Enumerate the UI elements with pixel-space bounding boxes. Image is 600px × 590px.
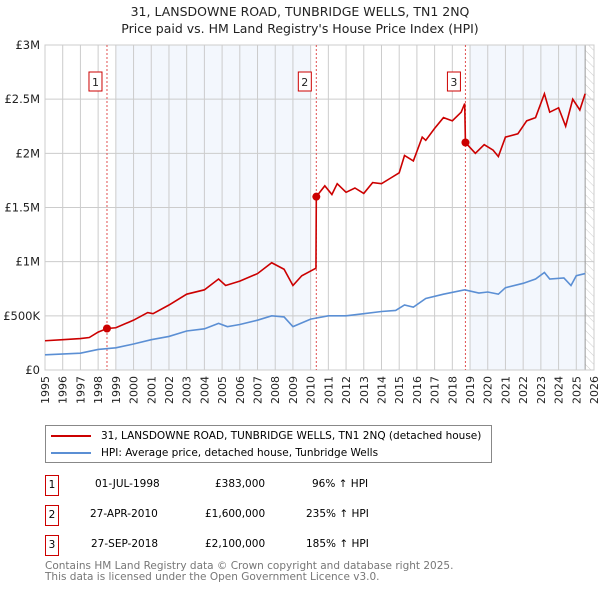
x-tick-label: 2020 [482, 376, 495, 404]
price-line [44, 91, 586, 342]
x-tick-label: 2017 [429, 376, 442, 404]
x-tick-label: 2015 [393, 376, 406, 404]
sale-marker-badge: 3 [45, 535, 59, 556]
x-tick-label: 2022 [517, 376, 530, 404]
sale-label-number: 3 [450, 76, 457, 89]
legend-label: HPI: Average price, detached house, Tunb… [101, 447, 379, 459]
x-tick-label: 2004 [198, 376, 211, 404]
sale-date: 01-JUL-1998 [95, 478, 160, 490]
x-tick-label: 2023 [535, 376, 548, 404]
x-tick-label: 2002 [163, 376, 176, 404]
sale-date: 27-APR-2010 [90, 508, 158, 520]
sale-marker-badge: 1 [45, 475, 59, 496]
x-tick-label: 2012 [340, 376, 353, 404]
x-tick-label: 2018 [446, 376, 459, 404]
x-tick-label: 1998 [92, 376, 105, 404]
footer-licence: This data is licensed under the Open Gov… [45, 571, 380, 583]
sale-hpi: 235% ↑ HPI [306, 508, 369, 520]
sale-point [461, 138, 470, 147]
x-tick-label: 2007 [252, 376, 265, 404]
plot-border [44, 44, 595, 371]
x-tick-label: 2016 [411, 376, 424, 404]
plot-area: 1995 1996 1997 1998 1999 2000 2001 2002 2003 2004… [3, 38, 600, 404]
x-tick-label: 2006 [234, 376, 247, 404]
x-tick-label: 2019 [464, 376, 477, 404]
y-tick-label: £1M [15, 255, 40, 269]
sale-price: £2,100,000 [205, 538, 266, 550]
legend-swatch-red [51, 435, 91, 437]
x-tick-label: 2025 [570, 376, 583, 404]
x-tick-label: 2010 [305, 376, 318, 404]
legend-swatch-blue [51, 452, 91, 454]
sale-hpi: 185% ↑ HPI [306, 538, 369, 550]
y-tick-label: £2M [15, 146, 40, 160]
sale-label-border [88, 71, 103, 92]
sale-label-box: 2 [297, 71, 312, 92]
sale-label-number: 2 [301, 76, 308, 89]
sale-label-border [446, 71, 461, 92]
legend-item-property: 31, LANSDOWNE ROAD, TUNBRIDGE WELLS, TN1… [51, 428, 481, 444]
x-tick-label: 2026 [588, 376, 600, 404]
x-tick-label: 2008 [269, 376, 282, 404]
x-tick-label: 2001 [145, 376, 158, 404]
chart-title: 31, LANSDOWNE ROAD, TUNBRIDGE WELLS, TN1… [130, 4, 470, 19]
footer: Contains HM Land Registry data © Crown c… [45, 561, 453, 583]
footer-copyright: Contains HM Land Registry data © Crown c… [45, 560, 454, 572]
y-tick-label: £2.5M [4, 92, 40, 106]
sale-label-number: 1 [92, 76, 99, 89]
sale-point [312, 192, 321, 201]
x-tick-label: 2009 [287, 376, 300, 404]
legend: 31, LANSDOWNE ROAD, TUNBRIDGE WELLS, TN1… [45, 425, 492, 463]
legend-item-hpi: HPI: Average price, detached house, Tunb… [51, 445, 378, 461]
x-tick-label: 2003 [181, 376, 194, 404]
sale-price: £383,000 [215, 478, 266, 490]
legend-label: 31, LANSDOWNE ROAD, TUNBRIDGE WELLS, TN1… [101, 430, 482, 442]
chart-subtitle: Price paid vs. HM Land Registry's House … [121, 21, 479, 36]
sale-label-border [297, 71, 312, 92]
sale-label-box: 3 [446, 71, 461, 92]
x-tick-label: 2013 [358, 376, 371, 404]
x-tick-label: 2014 [375, 376, 388, 404]
x-tick-label: 1999 [110, 376, 123, 404]
sale-label-box: 1 [88, 71, 103, 92]
sale-date: 27-SEP-2018 [91, 538, 159, 550]
x-tick-label: 2024 [553, 376, 566, 404]
x-tick-label: 1996 [57, 376, 70, 404]
y-tick-label: £500K [3, 309, 40, 323]
y-tick-label: £1.5M [4, 201, 40, 215]
y-tick-label: £3M [15, 38, 40, 52]
sale-marker-badge: 2 [45, 505, 59, 526]
sale-hpi: 96% ↑ HPI [312, 478, 369, 490]
x-tick-label: 2000 [128, 376, 141, 404]
hpi-line [44, 271, 586, 356]
x-tick-label: 1997 [74, 376, 87, 404]
sale-point [102, 324, 111, 333]
x-tick-label: 2021 [499, 376, 512, 404]
x-tick-label: 1995 [39, 376, 52, 404]
x-tick-label: 2005 [216, 376, 229, 404]
y-tick-label: £0 [25, 363, 40, 377]
x-tick-label: 2011 [322, 376, 335, 404]
sale-price: £1,600,000 [205, 508, 266, 520]
